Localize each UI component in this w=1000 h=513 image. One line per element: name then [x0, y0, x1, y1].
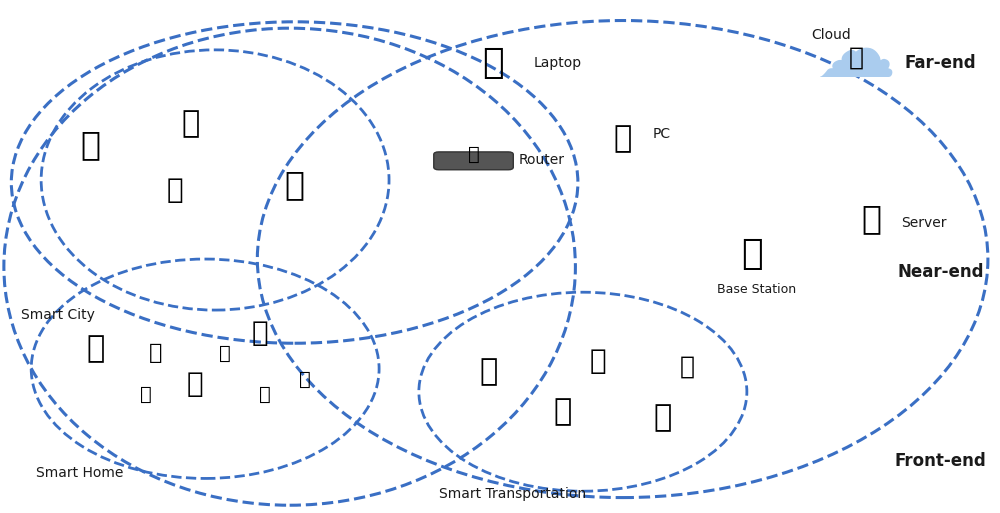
Text: Server: Server	[901, 216, 946, 230]
Text: 🚗: 🚗	[589, 347, 606, 375]
Text: 📱: 📱	[299, 369, 310, 388]
Text: Router: Router	[518, 152, 564, 167]
Text: 🚚: 🚚	[653, 403, 672, 432]
Text: Front-end: Front-end	[895, 451, 987, 469]
Text: 📱: 📱	[140, 385, 151, 404]
Text: Smart Transportation: Smart Transportation	[439, 487, 586, 501]
Text: 📡: 📡	[219, 344, 231, 363]
Text: 🖥: 🖥	[849, 46, 864, 70]
Text: 📶: 📶	[468, 145, 479, 164]
Text: 💻: 💻	[483, 46, 504, 80]
Text: 📷: 📷	[680, 354, 695, 378]
Text: 🖨: 🖨	[861, 202, 881, 235]
Text: Base Station: Base Station	[717, 283, 796, 296]
Text: ☁: ☁	[816, 16, 896, 94]
Text: 📱: 📱	[259, 385, 271, 404]
Text: PC: PC	[652, 127, 671, 141]
Text: Far-end: Far-end	[905, 54, 977, 72]
Text: 🏭: 🏭	[81, 128, 101, 161]
Text: 📡: 📡	[149, 343, 162, 363]
Text: 🏠: 🏠	[87, 334, 105, 363]
Text: 🚦: 🚦	[479, 357, 498, 386]
Text: Cloud: Cloud	[811, 28, 851, 42]
Text: 🖥: 🖥	[613, 125, 632, 154]
Text: 🏥: 🏥	[285, 169, 305, 202]
Text: 📡: 📡	[741, 237, 763, 271]
Text: 🏡: 🏡	[187, 370, 204, 398]
Text: Laptop: Laptop	[533, 55, 581, 70]
Text: Smart City: Smart City	[21, 308, 95, 322]
Text: Near-end: Near-end	[897, 263, 984, 281]
Text: 🏬: 🏬	[167, 176, 184, 204]
Text: 🏢: 🏢	[181, 109, 199, 139]
Text: Smart Home: Smart Home	[36, 466, 124, 480]
Text: 🏠: 🏠	[252, 319, 268, 347]
Text: 🚗: 🚗	[554, 398, 572, 427]
FancyBboxPatch shape	[434, 152, 513, 170]
